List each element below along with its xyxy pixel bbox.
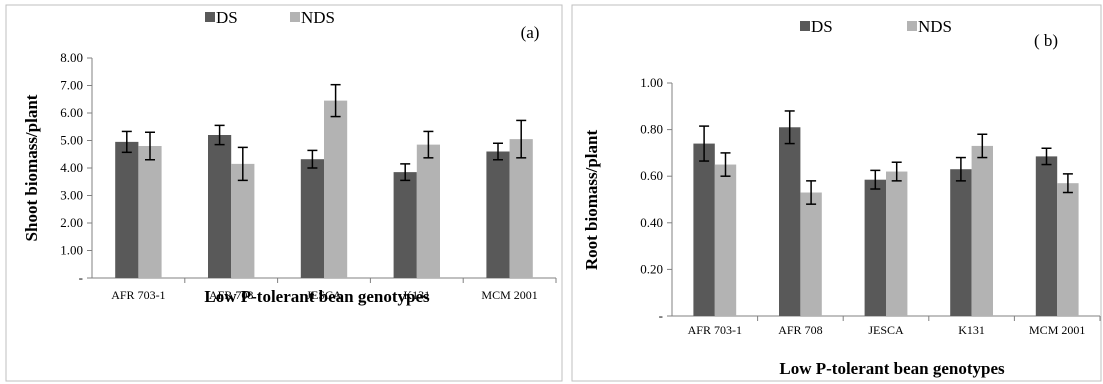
- x-axis-title: Low P-tolerant bean genotypes: [204, 287, 430, 306]
- bar-nds: [416, 144, 440, 278]
- y-tick-label: 5.00: [60, 133, 83, 148]
- legend-swatch-nds: [290, 12, 300, 22]
- shoot-biomass-chart: - 1.00 2.00 3.00 4.00 5.00 6.00 7.00 8.00 AFR 703…: [5, 4, 563, 382]
- y-tick-label: 0.60: [640, 168, 663, 183]
- chart-panel-a: - 1.00 2.00 3.00 4.00 5.00 6.00 7.00 8.00 AFR 703…: [5, 4, 563, 382]
- x-tick-label: AFR 708: [778, 323, 822, 337]
- legend-swatch-ds: [205, 12, 215, 22]
- bar-nds: [971, 145, 993, 316]
- bar-nds: [1057, 183, 1079, 316]
- y-tick-label: 0.80: [640, 122, 663, 137]
- x-tick-label: K131: [403, 288, 430, 302]
- bar-ds: [693, 143, 715, 316]
- y-tick-label: 7.00: [60, 78, 83, 93]
- x-tick-label: JESCA: [868, 323, 904, 337]
- bar-ds: [1035, 156, 1058, 316]
- bar-ds: [486, 151, 510, 278]
- chart-frame: [5, 4, 563, 382]
- y-tick-label: 2.00: [60, 215, 83, 230]
- x-tick-label: MCM 2001: [481, 288, 537, 302]
- bar-nds: [138, 146, 162, 278]
- legend-label-nds: NDS: [918, 17, 952, 36]
- bar-nds: [800, 192, 822, 316]
- bar-nds: [714, 164, 737, 316]
- y-tick-label: 6.00: [60, 105, 83, 120]
- y-tick-label: 8.00: [60, 50, 83, 65]
- y-axis-title: Root biomass/plant: [582, 130, 601, 271]
- bar-ds: [393, 172, 417, 278]
- legend-label-ds: DS: [811, 17, 833, 36]
- chart-panel-b: - 0.20 0.40 0.60 0.80 1.00 AFR 703-1 AFR 708 JES…: [570, 0, 1103, 384]
- bar-nds: [509, 139, 533, 278]
- bar-ds: [950, 169, 972, 316]
- root-biomass-chart: - 0.20 0.40 0.60 0.80 1.00 AFR 703-1 AFR 708 JES…: [571, 4, 1102, 382]
- legend-swatch-ds: [800, 21, 810, 31]
- y-tick-label: -: [79, 270, 83, 285]
- x-tick-label: AFR 703-1: [688, 323, 742, 337]
- x-axis-title: Low P-tolerant bean genotypes: [779, 359, 1005, 378]
- bar-nds: [886, 171, 908, 316]
- bar-ds: [208, 135, 232, 278]
- bar-ds: [115, 141, 139, 278]
- legend-label-nds: NDS: [301, 8, 335, 27]
- y-tick-label: 1.00: [60, 243, 83, 258]
- y-tick-label: 4.00: [60, 160, 83, 175]
- bar-ds: [864, 179, 886, 316]
- legend-label-ds: DS: [216, 8, 238, 27]
- panel-label: (a): [521, 23, 540, 42]
- y-tick-label: 0.20: [640, 261, 663, 276]
- x-tick-label: JESCA: [306, 288, 342, 302]
- chart-frame: [571, 4, 1102, 382]
- panel-label: ( b): [1034, 31, 1058, 50]
- x-tick-label: K131: [958, 323, 985, 337]
- bar-ds: [779, 127, 801, 317]
- bar-nds: [324, 100, 348, 278]
- y-tick-label: 0.40: [640, 215, 663, 230]
- y-tick-label: 3.00: [60, 188, 83, 203]
- legend-swatch-nds: [907, 21, 917, 31]
- x-tick-label: AFR 703-1: [111, 288, 165, 302]
- bar-nds: [231, 163, 255, 278]
- y-tick-label: 1.00: [640, 75, 663, 90]
- y-tick-label: -: [659, 308, 663, 323]
- x-tick-label: MCM 2001: [1029, 323, 1085, 337]
- x-tick-label: AFR 708: [209, 288, 253, 302]
- bar-ds: [300, 159, 324, 278]
- y-axis-title: Shoot biomass/plant: [22, 94, 41, 241]
